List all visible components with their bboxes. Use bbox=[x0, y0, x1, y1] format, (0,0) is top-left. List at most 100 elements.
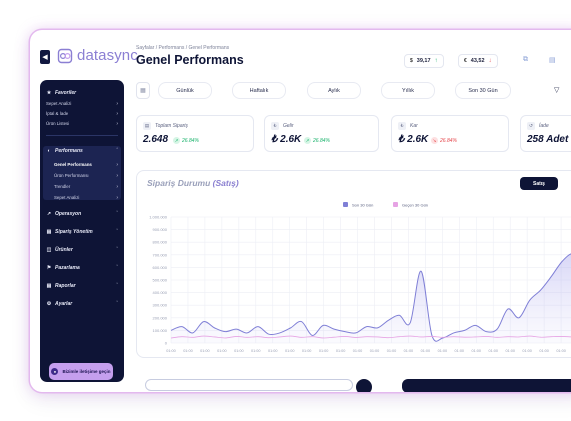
arrow-left-icon: ◀ bbox=[42, 54, 48, 61]
y-tick-label: 100.000 bbox=[153, 328, 168, 333]
list-icon[interactable]: ▤ bbox=[549, 57, 556, 64]
tab-son-30-gun[interactable]: Son 30 Gün bbox=[455, 82, 511, 99]
calendar-button[interactable]: ▦ bbox=[136, 82, 150, 99]
sidebar-section-label: Ürünler bbox=[55, 247, 73, 253]
stat-label: Gelir bbox=[283, 123, 294, 129]
stat-card-revenue: ₺ Gelir ₺ 2.6K ↗ 26.84% bbox=[264, 115, 379, 152]
share-icon[interactable]: ⧉ bbox=[523, 56, 528, 63]
stat-change: ↗ 26.84% bbox=[304, 137, 330, 144]
x-tick-label: 01:00 bbox=[505, 349, 515, 353]
chevron-up-icon: ˆ bbox=[116, 148, 118, 154]
x-tick-label: 01:00 bbox=[421, 349, 431, 353]
sidebar-section-urunler[interactable]: ◫ Ürünler ˇ bbox=[46, 247, 118, 253]
y-tick-label: 500.000 bbox=[153, 278, 168, 283]
chart-title: Sipariş Durumu (Satış) bbox=[147, 178, 239, 188]
stat-change-value: 26.84% bbox=[440, 137, 457, 144]
x-tick-label: 01:00 bbox=[285, 349, 295, 353]
chevron-down-icon: ˇ bbox=[116, 283, 118, 289]
eur-rate-value: 43,52 bbox=[470, 58, 485, 64]
logo: datasync bbox=[57, 47, 138, 64]
brand-name: datasync bbox=[77, 47, 138, 64]
tab-haftalik[interactable]: Haftalık bbox=[232, 82, 286, 99]
sidebar-section-label: Raporlar bbox=[55, 283, 76, 289]
x-tick-label: 01:00 bbox=[370, 349, 380, 353]
y-tick-label: 300.000 bbox=[153, 303, 168, 308]
profit-icon: ₺ bbox=[398, 122, 406, 130]
sidebar-section-label: Operasyon bbox=[55, 211, 82, 217]
sidebar-section-label: Performans bbox=[55, 148, 83, 154]
sales-chart: 1.000.000 900.000 800.000 700.000 600.000 500… bbox=[149, 202, 571, 353]
stat-value: 2.648 bbox=[143, 134, 169, 145]
sidebar-section-siparis-yonetim[interactable]: ▤ Sipariş Yönetim ˇ bbox=[46, 229, 118, 235]
trend-line-icon: ↗ bbox=[46, 211, 52, 217]
sidebar-section-pazarlama[interactable]: ⚑ Pazarlama ˇ bbox=[46, 265, 118, 271]
gear-icon: ⚙ bbox=[46, 301, 52, 307]
cart-icon: ▤ bbox=[143, 122, 151, 130]
x-tick-label: 01:00 bbox=[302, 349, 312, 353]
pie-chart-icon: ◐ bbox=[47, 148, 51, 154]
sidebar-section-label: Sipariş Yönetim bbox=[55, 229, 93, 235]
stat-change: ↗ 26.84% bbox=[173, 137, 199, 144]
breadcrumb: Sayfalar / Performans / Genel Performans bbox=[136, 45, 230, 51]
series-line-1 bbox=[170, 253, 571, 342]
stat-card-orders: ▤ Toplam Sipariş 2.648 ↗ 26.84% bbox=[136, 115, 254, 152]
legend-swatch bbox=[393, 202, 398, 207]
sidebar: ★ Favoriler Sepet Analizi › İptal & İade… bbox=[40, 80, 124, 382]
calendar-icon: ▦ bbox=[140, 88, 146, 94]
contact-us-button[interactable]: ● Bizimle iletişime geçin bbox=[49, 363, 113, 380]
chevron-down-icon: ˇ bbox=[116, 247, 118, 253]
collapse-sidebar-button[interactable]: ◀ bbox=[40, 50, 50, 64]
tab-aylik[interactable]: Aylık bbox=[307, 82, 361, 99]
filter-icon[interactable]: ▽ bbox=[554, 87, 560, 94]
usd-symbol: $ bbox=[410, 58, 413, 64]
sidebar-section-performans[interactable]: ◐ Performans ˆ bbox=[46, 148, 118, 154]
bottom-search-field[interactable] bbox=[145, 379, 353, 391]
y-tick-label: 0 bbox=[165, 341, 168, 346]
tab-gunluk[interactable]: Günlük bbox=[158, 82, 212, 99]
usd-rate-value: 39,17 bbox=[416, 58, 431, 64]
order-status-chart-card: Sipariş Durumu (Satış) Satış 1.000.000 90… bbox=[136, 170, 571, 358]
y-tick-label: 900.000 bbox=[153, 227, 168, 232]
stat-card-returns: ↺ İade 258 Adet bbox=[520, 115, 571, 152]
chevron-right-icon: › bbox=[116, 184, 118, 190]
chevron-down-icon: ˇ bbox=[116, 229, 118, 235]
sales-toggle-button[interactable]: Satış bbox=[520, 177, 558, 190]
bottom-action-button[interactable] bbox=[356, 379, 372, 392]
document-icon: ▤ bbox=[46, 283, 52, 289]
stat-card-profit: ₺ Kar ₺ 2.6K ↘ 26.84% bbox=[391, 115, 509, 152]
sidebar-section-raporlar[interactable]: ▤ Raporlar ˇ bbox=[46, 283, 118, 289]
y-tick-label: 800.000 bbox=[153, 240, 168, 245]
sidebar-section-favorites[interactable]: ★ Favoriler bbox=[46, 90, 76, 96]
series-area-1 bbox=[171, 253, 571, 343]
legend-label: Son 30 Gün bbox=[352, 203, 373, 208]
sidebar-item-label: Sepet Analizi bbox=[46, 101, 72, 106]
chevron-right-icon: › bbox=[116, 111, 118, 117]
x-tick-label: 01:00 bbox=[251, 349, 261, 353]
legend-label: Geçen 30 Gün bbox=[402, 203, 428, 208]
sidebar-item-genel-performans[interactable]: Genel Performans › bbox=[54, 162, 118, 168]
sidebar-item-urun-performansi[interactable]: Ürün Performansı › bbox=[54, 173, 118, 179]
stat-value: ₺ 2.6K bbox=[398, 134, 429, 145]
chevron-right-icon: › bbox=[116, 121, 118, 127]
sidebar-item-label: Sepet Analizi bbox=[54, 195, 80, 200]
usd-rate: $ 39,17 ↑ bbox=[404, 54, 444, 68]
tab-yillik[interactable]: Yıllık bbox=[381, 82, 435, 99]
eur-rate: € 43,52 ↓ bbox=[458, 54, 498, 68]
flag-icon: ⚑ bbox=[46, 265, 52, 271]
sidebar-item-sepet-analizi[interactable]: Sepet Analizi › bbox=[46, 101, 118, 107]
sidebar-item-sepet-analizi-2[interactable]: Sepet Analizi › bbox=[54, 195, 118, 201]
page-title: Genel Performans bbox=[136, 53, 244, 67]
x-tick-label: 01:00 bbox=[268, 349, 278, 353]
x-tick-label: 01:00 bbox=[183, 349, 193, 353]
sidebar-section-ayarlar[interactable]: ⚙ Ayarlar ˇ bbox=[46, 301, 118, 307]
chart-title-suffix: (Satış) bbox=[212, 178, 239, 188]
sidebar-section-operasyon[interactable]: ↗ Operasyon ˇ bbox=[46, 211, 118, 217]
sidebar-item-urun-listesi[interactable]: Ürün Listesi › bbox=[46, 121, 118, 127]
sidebar-item-trendler[interactable]: Trendler › bbox=[54, 184, 118, 190]
x-tick-label: 01:00 bbox=[217, 349, 227, 353]
chevron-down-icon: ˇ bbox=[116, 265, 118, 271]
revenue-icon: ₺ bbox=[271, 122, 279, 130]
sidebar-item-iptal-iade[interactable]: İptal & İade › bbox=[46, 111, 118, 117]
sidebar-item-label: Trendler bbox=[54, 184, 71, 189]
stat-label-row: ▤ Toplam Sipariş bbox=[143, 122, 188, 130]
